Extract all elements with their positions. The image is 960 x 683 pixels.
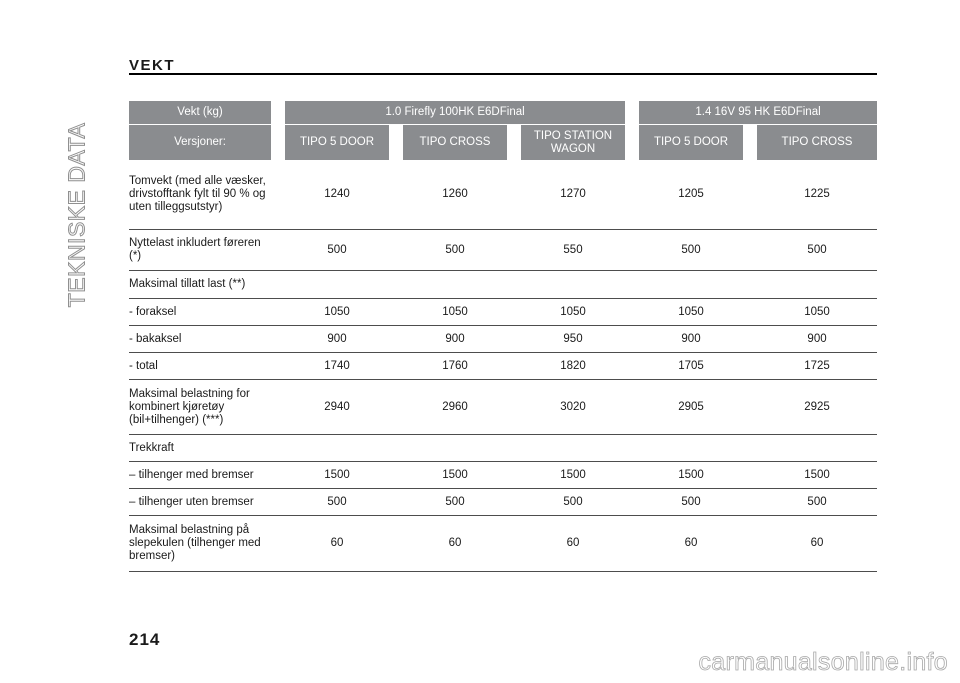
row-label: – tilhenger med bremser xyxy=(129,462,271,489)
cell-value: 500 xyxy=(757,230,878,271)
cell-value: 1270 xyxy=(521,160,625,230)
table-row: - foraksel 1050 1050 1050 1050 1050 xyxy=(129,299,878,326)
cell-value: 1050 xyxy=(521,299,625,326)
header-version: TIPO CROSS xyxy=(403,125,507,160)
cell-value: 1500 xyxy=(639,462,743,489)
cell-value: 3020 xyxy=(521,380,625,435)
cell-value: 2940 xyxy=(285,380,389,435)
table-row: Maksimal tillatt last (**) xyxy=(129,271,878,299)
cell-value xyxy=(521,271,625,299)
cell-value: 900 xyxy=(285,326,389,353)
cell-value: 500 xyxy=(639,230,743,271)
header-version: TIPO CROSS xyxy=(757,125,878,160)
table-row: – tilhenger uten bremser 500 500 500 500… xyxy=(129,489,878,516)
cell-value: 60 xyxy=(757,516,878,572)
cell-value: 1500 xyxy=(285,462,389,489)
cell-value: 1725 xyxy=(757,353,878,380)
cell-value: 500 xyxy=(403,230,507,271)
cell-value: 1500 xyxy=(521,462,625,489)
cell-value xyxy=(285,271,389,299)
table-row: Maksimal belastning på slepekulen (tilhe… xyxy=(129,516,878,572)
cell-value: 1740 xyxy=(285,353,389,380)
cell-value: 1260 xyxy=(403,160,507,230)
cell-value: 1050 xyxy=(757,299,878,326)
cell-value: 950 xyxy=(521,326,625,353)
cell-value xyxy=(285,435,389,462)
cell-value: 550 xyxy=(521,230,625,271)
cell-value: 500 xyxy=(521,489,625,516)
cell-value: 500 xyxy=(285,230,389,271)
cell-value: 1500 xyxy=(403,462,507,489)
cell-value: 60 xyxy=(285,516,389,572)
row-label: Tomvekt (med alle væsker, drivstofftank … xyxy=(129,160,271,230)
cell-value xyxy=(639,435,743,462)
section-title: VEKT xyxy=(129,57,176,74)
row-label: Trekkraft xyxy=(129,435,271,462)
cell-value: 1050 xyxy=(639,299,743,326)
cell-value xyxy=(403,435,507,462)
cell-value: 60 xyxy=(403,516,507,572)
row-label: – tilhenger uten bremser xyxy=(129,489,271,516)
table-row: Maksimal belastning for kombinert kjøret… xyxy=(129,380,878,435)
table-row: – tilhenger med bremser 1500 1500 1500 1… xyxy=(129,462,878,489)
row-label: - total xyxy=(129,353,271,380)
table-row: Trekkraft xyxy=(129,435,878,462)
cell-value: 1240 xyxy=(285,160,389,230)
row-label: Maksimal tillatt last (**) xyxy=(129,271,271,299)
cell-value: 900 xyxy=(639,326,743,353)
weight-table: Vekt (kg) 1.0 Firefly 100HK E6DFinal 1.4… xyxy=(129,101,878,572)
table-row: - total 1740 1760 1820 1705 1725 xyxy=(129,353,878,380)
cell-value: 60 xyxy=(639,516,743,572)
cell-value: 900 xyxy=(403,326,507,353)
cell-value: 1225 xyxy=(757,160,878,230)
cell-value: 900 xyxy=(757,326,878,353)
cell-value: 2905 xyxy=(639,380,743,435)
page-number: 214 xyxy=(129,630,161,649)
row-label: Maksimal belastning for kombinert kjøret… xyxy=(129,380,271,435)
header-engine-1: 1.0 Firefly 100HK E6DFinal xyxy=(285,101,625,125)
cell-value: 2960 xyxy=(403,380,507,435)
header-engine-2: 1.4 16V 95 HK E6DFinal xyxy=(639,101,878,125)
cell-value: 2925 xyxy=(757,380,878,435)
table-row: Tomvekt (med alle væsker, drivstofftank … xyxy=(129,160,878,230)
cell-value xyxy=(757,271,878,299)
cell-value: 1760 xyxy=(403,353,507,380)
row-label: Nyttelast inkludert føreren (*) xyxy=(129,230,271,271)
cell-value: 1050 xyxy=(403,299,507,326)
cell-value: 1820 xyxy=(521,353,625,380)
header-weight-label: Vekt (kg) xyxy=(129,101,271,125)
cell-value: 1050 xyxy=(285,299,389,326)
cell-value xyxy=(403,271,507,299)
chapter-title: TEKNISKE DATA xyxy=(63,122,90,308)
cell-value: 1705 xyxy=(639,353,743,380)
table-row: Nyttelast inkludert føreren (*) 500 500 … xyxy=(129,230,878,271)
cell-value: 1205 xyxy=(639,160,743,230)
cell-value xyxy=(757,435,878,462)
row-label: - bakaksel xyxy=(129,326,271,353)
header-version: TIPO STATION WAGON xyxy=(521,125,625,160)
cell-value: 500 xyxy=(403,489,507,516)
header-version: TIPO 5 DOOR xyxy=(285,125,389,160)
cell-value: 500 xyxy=(285,489,389,516)
row-label: Maksimal belastning på slepekulen (tilhe… xyxy=(129,516,271,572)
table-row: - bakaksel 900 900 950 900 900 xyxy=(129,326,878,353)
header-version: TIPO 5 DOOR xyxy=(639,125,743,160)
cell-value: 500 xyxy=(757,489,878,516)
cell-value xyxy=(639,271,743,299)
header-versions-label: Versjoner: xyxy=(129,125,271,160)
cell-value: 60 xyxy=(521,516,625,572)
cell-value: 500 xyxy=(639,489,743,516)
watermark: carmanualsonline.info xyxy=(698,648,948,677)
cell-value xyxy=(521,435,625,462)
cell-value: 1500 xyxy=(757,462,878,489)
row-label: - foraksel xyxy=(129,299,271,326)
title-rule xyxy=(129,73,877,75)
